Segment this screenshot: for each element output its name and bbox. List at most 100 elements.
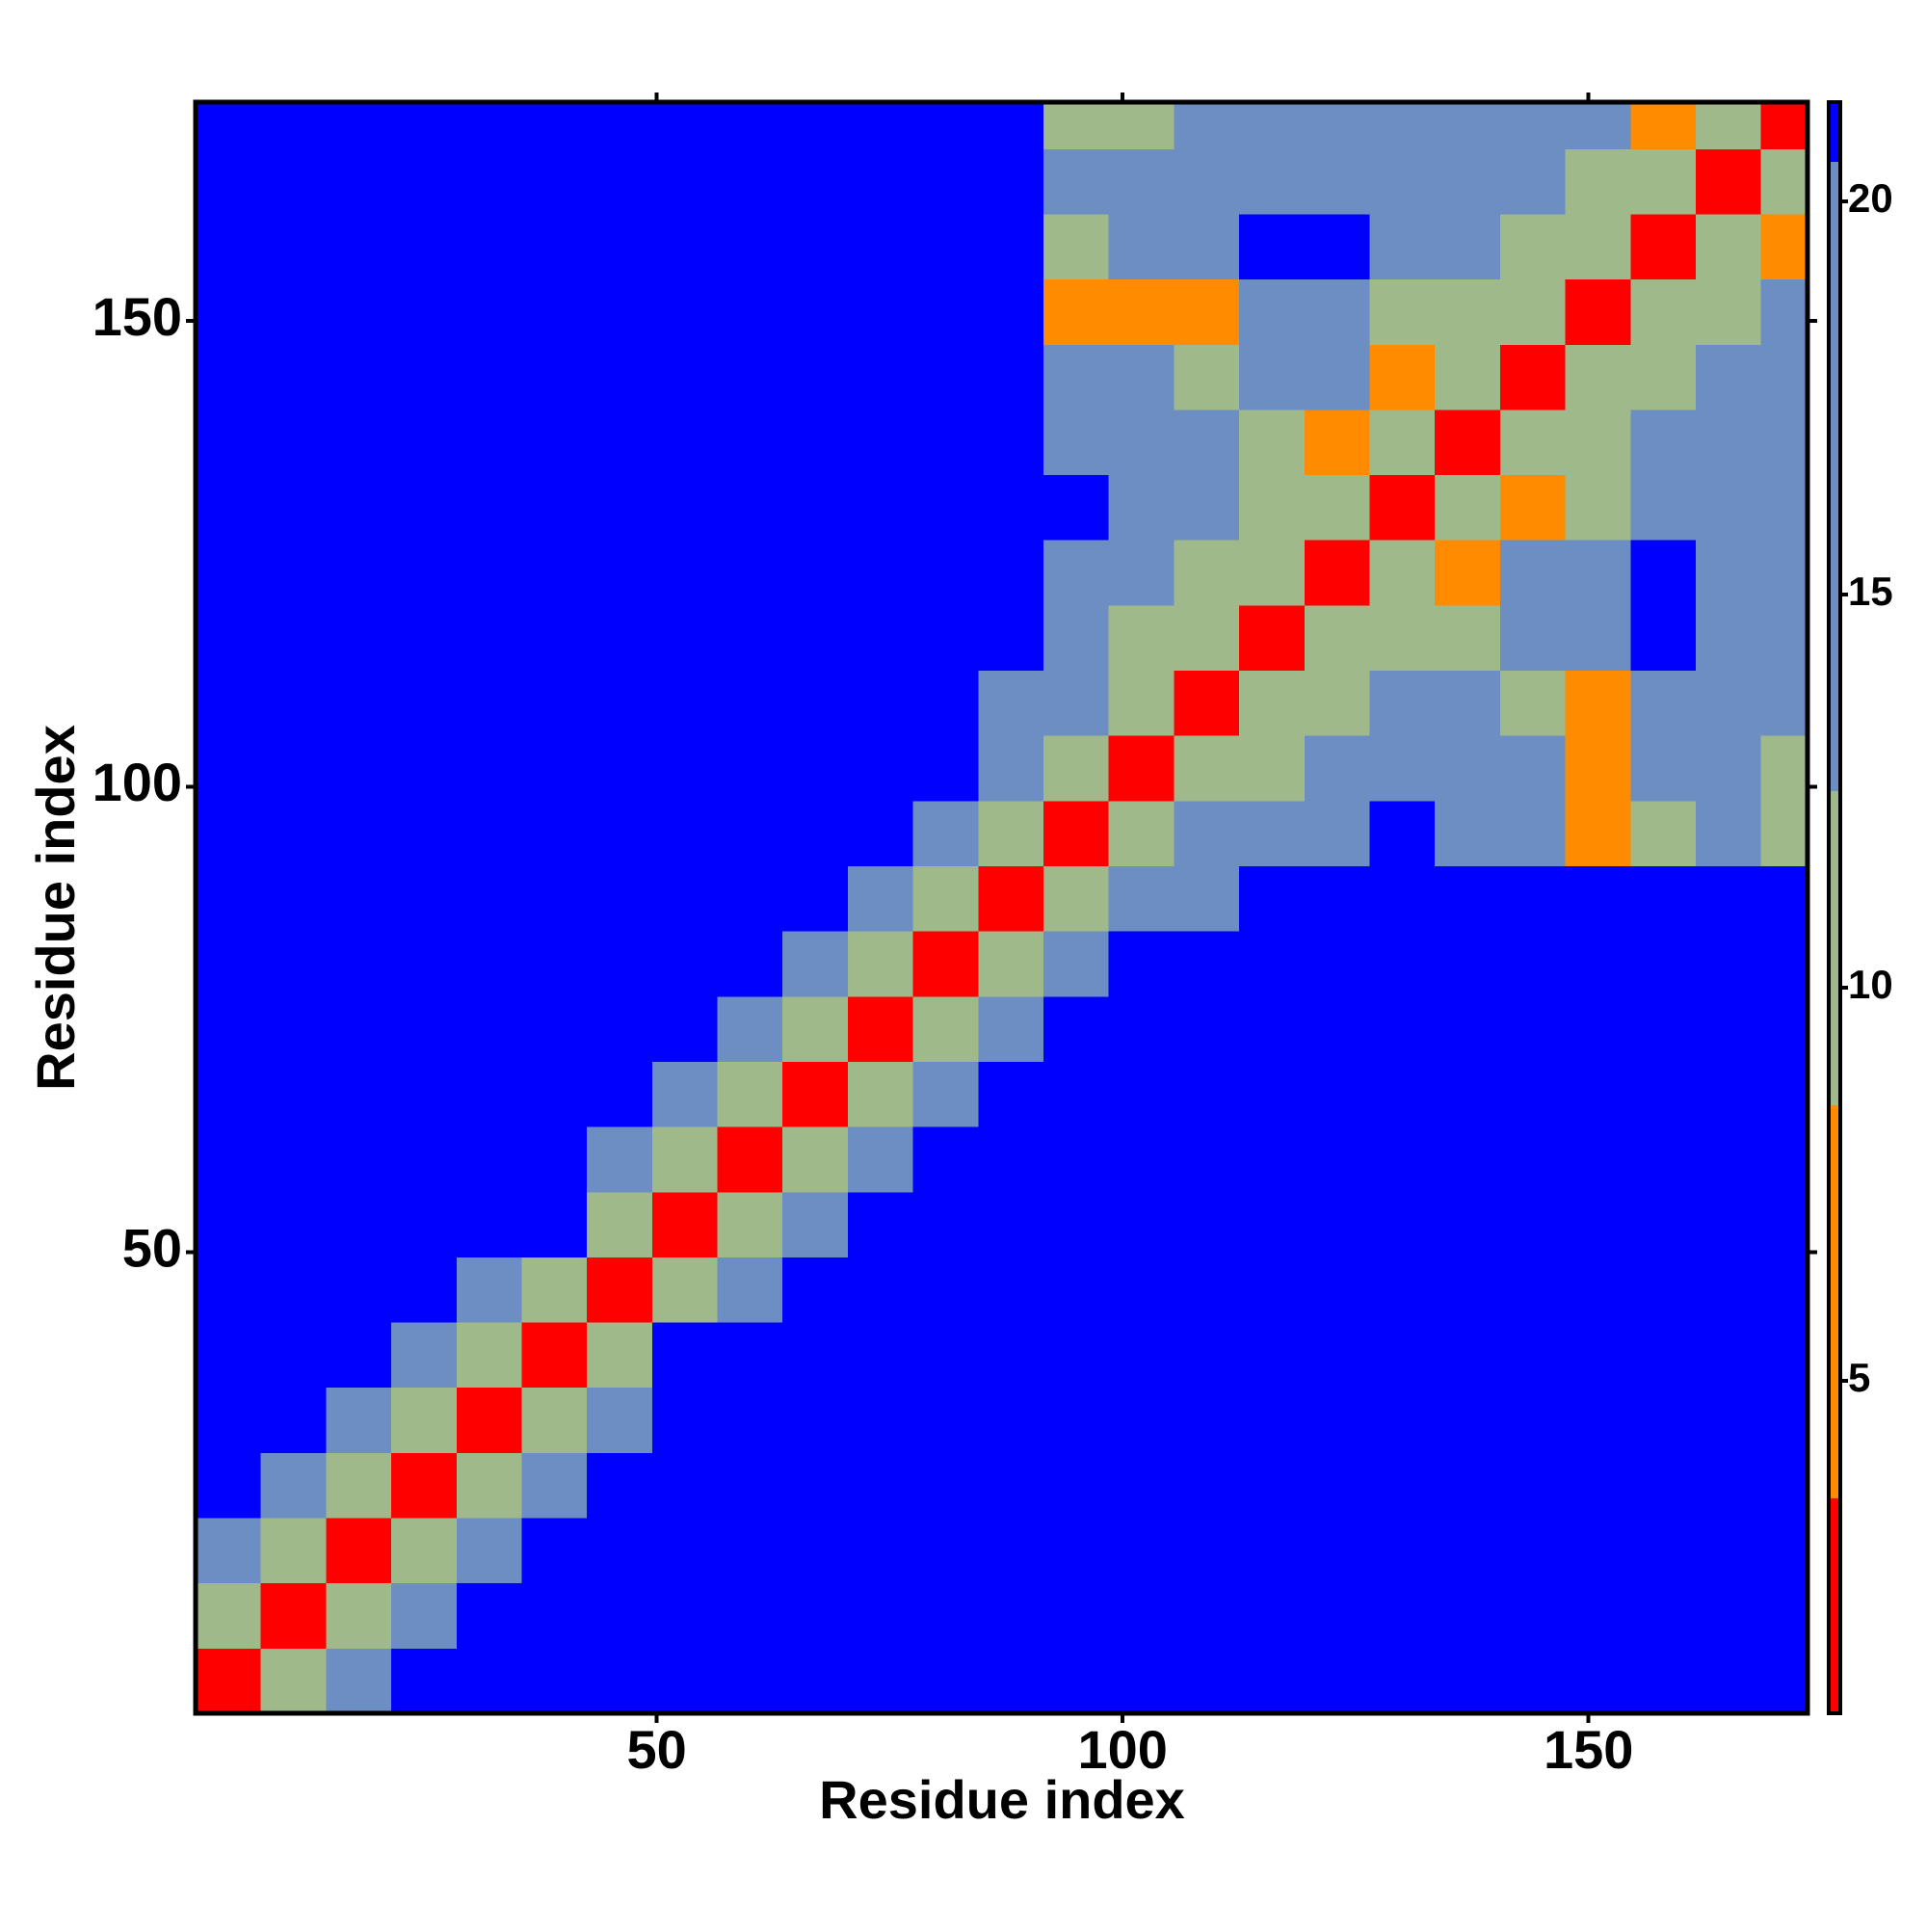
heatmap-cell	[651, 670, 719, 736]
heatmap-cell	[260, 865, 327, 932]
heatmap-cell	[1695, 670, 1762, 736]
heatmap-cell	[1239, 540, 1306, 606]
heatmap-cell	[260, 1191, 327, 1257]
heatmap-cell	[1695, 735, 1762, 802]
heatmap-cell	[391, 1518, 458, 1584]
heatmap-cell	[587, 995, 653, 1062]
heatmap-cell	[1304, 1648, 1370, 1714]
heatmap-cell	[521, 213, 588, 280]
heatmap-cell	[912, 1452, 979, 1519]
heatmap-cell	[1304, 604, 1370, 672]
heatmap-cell	[391, 800, 458, 867]
y-tick-label: 50	[122, 1217, 182, 1278]
heatmap-cell	[326, 995, 392, 1062]
heatmap-cell	[1565, 1257, 1631, 1323]
heatmap-cell	[1043, 540, 1110, 606]
heatmap-cell	[912, 604, 979, 672]
heatmap-cell	[456, 540, 522, 606]
heatmap-cell	[717, 995, 783, 1062]
y-tick-label: 100	[92, 752, 182, 812]
heatmap-cell	[651, 931, 719, 997]
heatmap-cell	[587, 670, 653, 736]
heatmap-cell	[978, 1582, 1044, 1649]
heatmap-cell	[651, 213, 719, 280]
heatmap-cell	[196, 1322, 262, 1389]
heatmap-cell	[717, 1452, 783, 1519]
heatmap-cell	[978, 995, 1044, 1062]
heatmap-cell	[1239, 1191, 1306, 1257]
heatmap-cell	[1630, 1061, 1697, 1127]
heatmap-cell	[456, 1126, 522, 1193]
heatmap-cell	[1499, 931, 1567, 997]
heatmap-cell	[847, 1387, 914, 1453]
heatmap-cell	[1369, 995, 1436, 1062]
heatmap-cell	[456, 670, 522, 736]
x-axis-title: Residue index	[819, 1769, 1185, 1830]
heatmap-cell	[1174, 1518, 1240, 1584]
heatmap-cell	[651, 540, 719, 606]
heatmap-cell	[1760, 1061, 1808, 1127]
heatmap-cell	[651, 148, 719, 215]
heatmap-cell	[521, 1387, 588, 1453]
heatmap-cell	[587, 865, 653, 932]
heatmap-cell	[521, 540, 588, 606]
heatmap-cell	[1043, 735, 1110, 802]
heatmap-cell	[651, 1126, 719, 1193]
heatmap-cell	[1369, 344, 1436, 410]
colorbar-band	[1829, 102, 1840, 163]
heatmap-cell	[912, 1126, 979, 1193]
heatmap-cell	[1369, 1061, 1436, 1127]
heatmap-cell	[978, 670, 1044, 736]
heatmap-cell	[456, 604, 522, 672]
heatmap-cell	[391, 1061, 458, 1127]
heatmap-cell	[456, 344, 522, 410]
heatmap-cell	[1435, 148, 1501, 215]
heatmap-cell	[1108, 1387, 1175, 1453]
heatmap-cell	[1499, 1518, 1567, 1584]
heatmap-cell	[1630, 409, 1697, 476]
heatmap-cell	[978, 931, 1044, 997]
heatmap-cell	[260, 344, 327, 410]
heatmap-cell	[1304, 1126, 1370, 1193]
heatmap-cell	[1565, 1648, 1631, 1714]
heatmap-cell	[912, 474, 979, 541]
heatmap-cell	[1565, 540, 1631, 606]
heatmap-cell	[587, 213, 653, 280]
heatmap-cell	[1760, 1648, 1808, 1714]
heatmap-cell	[1630, 148, 1697, 215]
heatmap-cell	[782, 931, 849, 997]
heatmap-cell	[1630, 1452, 1697, 1519]
heatmap-cell	[1760, 344, 1808, 410]
heatmap-cell	[1435, 409, 1501, 476]
heatmap-cell	[1565, 148, 1631, 215]
heatmap-cell	[1239, 1518, 1306, 1584]
heatmap-cell	[587, 1257, 653, 1323]
heatmap-cell	[326, 800, 392, 867]
heatmap-cell	[1435, 540, 1501, 606]
heatmap-cell	[587, 1061, 653, 1127]
heatmap-cell	[651, 1518, 719, 1584]
heatmap-cell	[391, 409, 458, 476]
heatmap-cell	[1174, 995, 1240, 1062]
heatmap-cell	[847, 800, 914, 867]
heatmap-cell	[196, 995, 262, 1062]
heatmap-cell	[260, 540, 327, 606]
heatmap-cell	[1760, 865, 1808, 932]
heatmap-cell	[847, 344, 914, 410]
heatmap-cell	[196, 1257, 262, 1323]
heatmap-cell	[782, 1648, 849, 1714]
heatmap-cell	[1043, 344, 1110, 410]
heatmap-cell	[1695, 1387, 1762, 1453]
heatmap-cell	[1239, 409, 1306, 476]
heatmap-cell	[1369, 1191, 1436, 1257]
heatmap-cell	[1630, 670, 1697, 736]
heatmap-cell	[456, 1518, 522, 1584]
heatmap-cell	[391, 474, 458, 541]
heatmap-cell	[782, 1257, 849, 1323]
heatmap-cell	[1760, 102, 1808, 149]
heatmap-cell	[587, 604, 653, 672]
heatmap-cell	[1435, 1518, 1501, 1584]
heatmap-cell	[521, 1518, 588, 1584]
heatmap-cell	[1304, 1061, 1370, 1127]
heatmap-cell	[196, 1126, 262, 1193]
